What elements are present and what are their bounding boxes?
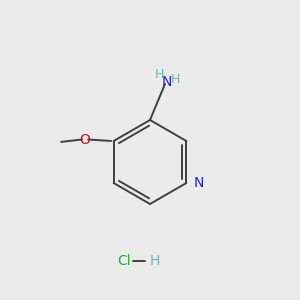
Text: H: H bbox=[149, 254, 160, 268]
Text: O: O bbox=[80, 133, 91, 146]
Text: N: N bbox=[161, 76, 172, 89]
Text: Cl: Cl bbox=[117, 254, 130, 268]
Text: H: H bbox=[154, 68, 164, 81]
Text: H: H bbox=[171, 73, 180, 86]
Text: N: N bbox=[194, 176, 204, 190]
